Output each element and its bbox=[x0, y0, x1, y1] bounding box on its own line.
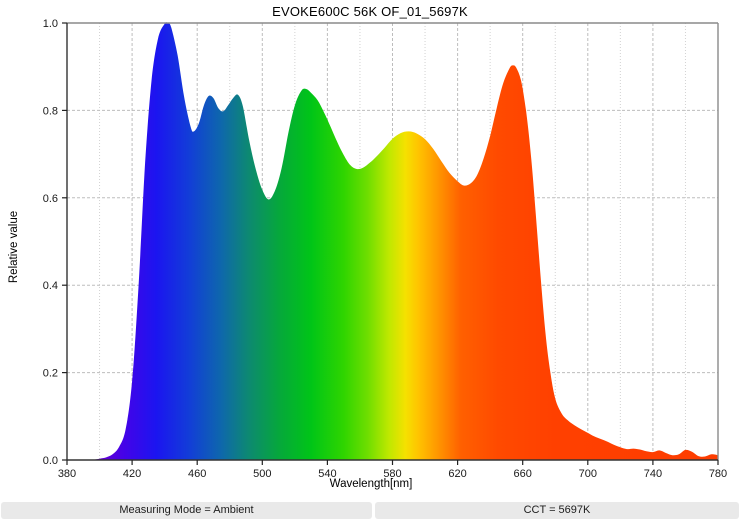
x-tick-label: 580 bbox=[383, 468, 401, 478]
y-tick-label: 0.8 bbox=[43, 105, 58, 117]
x-axis-label: Wavelength[nm] bbox=[329, 478, 413, 490]
spectrum-area bbox=[67, 22, 718, 461]
spectrum-chart: 380 420 460 500 540 580 620 660 700 740 7800.00.20… bbox=[43, 18, 727, 480]
chart-title: EVOKE600C 56K OF_01_5697K bbox=[272, 4, 468, 19]
cct-chip: CCT = 5697K bbox=[375, 502, 739, 519]
x-tick-label: 540 bbox=[318, 468, 336, 478]
y-tick-label: 1.0 bbox=[43, 18, 58, 30]
x-tick-label: 780 bbox=[709, 468, 727, 478]
x-tick-label: 500 bbox=[253, 468, 271, 478]
x-tick-label: 620 bbox=[448, 468, 466, 478]
y-axis: 0.0 0.2 0.4 0.6 0.8 1.0 bbox=[43, 18, 67, 467]
y-tick-label: 0.4 bbox=[43, 280, 58, 292]
x-tick-label: 380 bbox=[58, 468, 76, 478]
status-bar: Measuring Mode = Ambient CCT = 5697K bbox=[0, 502, 740, 519]
y-axis-label: Relative value bbox=[8, 210, 20, 284]
x-tick-label: 460 bbox=[188, 468, 206, 478]
x-axis: 380 420 460 500 540 580 620 660 700 740 780 bbox=[58, 460, 727, 480]
measuring-mode-chip: Measuring Mode = Ambient bbox=[1, 502, 372, 519]
x-tick-label: 660 bbox=[514, 468, 532, 478]
x-tick-label: 740 bbox=[644, 468, 662, 478]
y-tick-label: 0.6 bbox=[43, 193, 58, 205]
y-tick-label: 0.0 bbox=[43, 455, 58, 467]
y-tick-label: 0.2 bbox=[43, 368, 58, 380]
x-tick-label: 700 bbox=[579, 468, 597, 478]
x-tick-label: 420 bbox=[123, 468, 141, 478]
